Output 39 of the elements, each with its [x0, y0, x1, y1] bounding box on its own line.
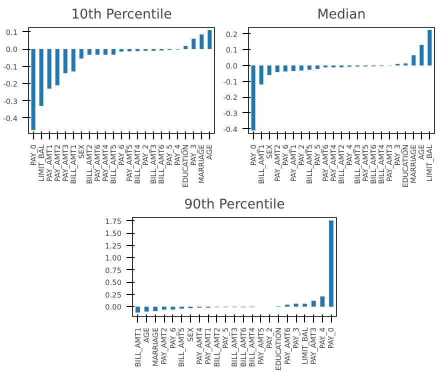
bar	[320, 296, 325, 307]
bar	[31, 49, 36, 130]
chart-title: Median	[317, 8, 366, 22]
bar	[311, 300, 316, 307]
bar	[291, 65, 296, 72]
bar	[39, 49, 44, 106]
bar	[95, 49, 100, 55]
bar	[184, 46, 188, 50]
bar	[420, 44, 424, 66]
bar	[103, 49, 108, 55]
bar	[192, 38, 196, 50]
chart-title: 90th Percentile	[184, 198, 285, 212]
bar	[63, 49, 68, 74]
bar	[79, 49, 84, 59]
bar	[55, 49, 60, 86]
bar	[283, 65, 288, 72]
bar	[71, 49, 76, 72]
bar	[200, 34, 204, 50]
bar	[153, 306, 158, 312]
bar	[144, 306, 149, 312]
bar	[307, 65, 312, 70]
bar	[111, 49, 116, 55]
bar	[412, 55, 416, 66]
bar	[299, 65, 304, 71]
bar	[136, 306, 140, 313]
bar	[47, 49, 52, 89]
bar	[315, 65, 320, 69]
bar	[275, 65, 280, 72]
bar	[119, 49, 124, 52]
bar	[251, 65, 256, 130]
bar	[329, 220, 334, 307]
bar	[208, 30, 212, 50]
bar	[259, 65, 264, 84]
chart-title: 10th Percentile	[71, 8, 172, 22]
bar	[162, 306, 166, 310]
bar	[428, 30, 432, 66]
bar	[267, 65, 272, 75]
bar	[87, 49, 92, 55]
bar	[170, 306, 176, 310]
